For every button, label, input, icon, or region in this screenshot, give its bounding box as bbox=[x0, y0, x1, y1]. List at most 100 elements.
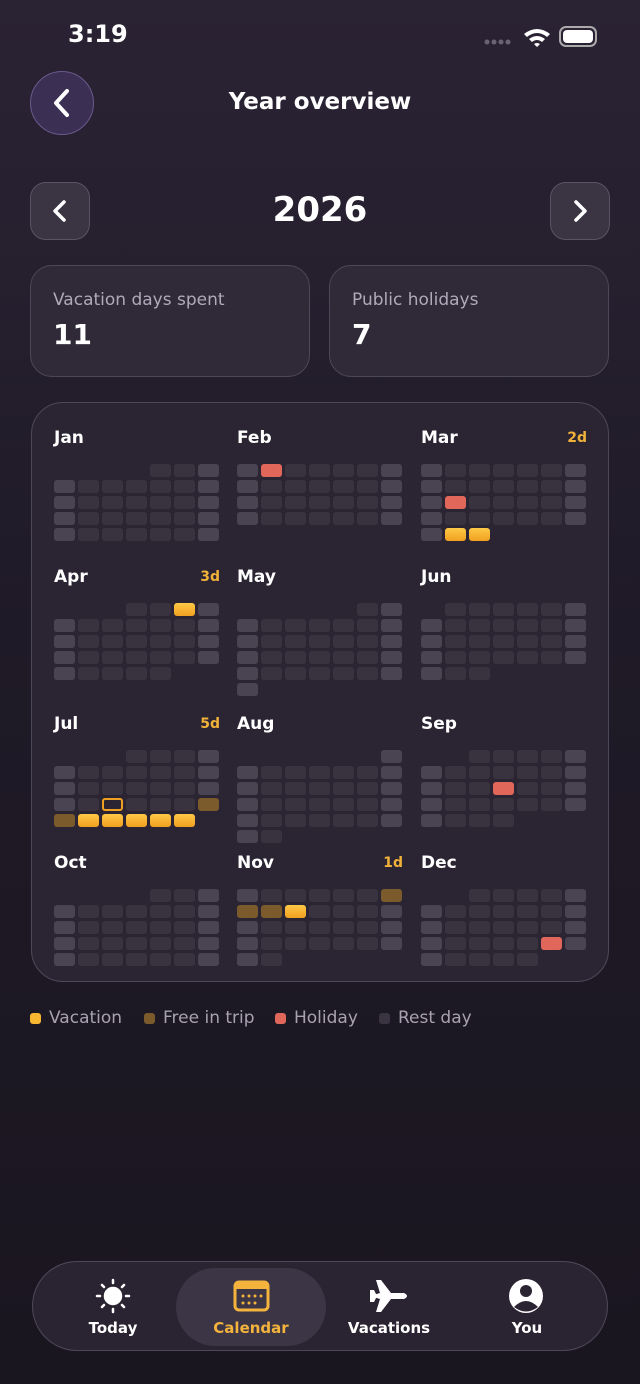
day-cell bbox=[381, 814, 402, 827]
day-cell bbox=[174, 766, 195, 779]
day-cell bbox=[102, 528, 123, 541]
day-cell bbox=[126, 814, 147, 827]
day-cell bbox=[150, 603, 171, 616]
day-cell bbox=[198, 921, 219, 934]
day-cell bbox=[333, 921, 354, 934]
day-cell bbox=[198, 528, 219, 541]
day-cell bbox=[357, 480, 378, 493]
day-cell bbox=[421, 480, 442, 493]
day-cell bbox=[126, 782, 147, 795]
day-cell bbox=[541, 782, 562, 795]
status-icons bbox=[484, 26, 597, 47]
day-cell bbox=[469, 496, 490, 509]
day-cell bbox=[54, 619, 75, 632]
day-cell bbox=[493, 889, 514, 902]
day-cell bbox=[517, 889, 538, 902]
day-cell bbox=[333, 619, 354, 632]
day-cell bbox=[126, 667, 147, 680]
day-cell bbox=[198, 889, 219, 902]
legend-item: Vacation bbox=[30, 1008, 122, 1028]
prev-year-button[interactable] bbox=[30, 182, 90, 240]
day-cell bbox=[150, 937, 171, 950]
day-cell bbox=[150, 619, 171, 632]
day-cell bbox=[565, 750, 586, 763]
day-cell bbox=[174, 528, 195, 541]
day-cell bbox=[174, 480, 195, 493]
day-cell bbox=[174, 905, 195, 918]
day-cell bbox=[469, 782, 490, 795]
day-cell bbox=[421, 512, 442, 525]
day-cell bbox=[54, 921, 75, 934]
day-cell bbox=[381, 782, 402, 795]
legend-item: Rest day bbox=[379, 1008, 472, 1028]
day-cell bbox=[381, 937, 402, 950]
day-cell bbox=[381, 464, 402, 477]
day-cell bbox=[54, 937, 75, 950]
tab-you[interactable]: You bbox=[452, 1268, 602, 1346]
day-cell bbox=[445, 528, 466, 541]
back-button[interactable] bbox=[30, 71, 94, 135]
stat-value: 7 bbox=[352, 318, 372, 351]
day-cell bbox=[309, 814, 330, 827]
day-cell bbox=[309, 512, 330, 525]
day-cell bbox=[517, 635, 538, 648]
day-cell bbox=[261, 480, 282, 493]
day-cell bbox=[102, 496, 123, 509]
day-cell bbox=[237, 496, 258, 509]
month-name: Feb bbox=[237, 428, 272, 448]
day-cell bbox=[54, 766, 75, 779]
month-badge: 1d bbox=[383, 855, 403, 871]
day-cell bbox=[357, 905, 378, 918]
day-cell bbox=[357, 651, 378, 664]
day-cell bbox=[174, 496, 195, 509]
day-cell bbox=[469, 464, 490, 477]
day-cell bbox=[469, 619, 490, 632]
day-cell bbox=[445, 619, 466, 632]
day-cell bbox=[102, 480, 123, 493]
day-cell bbox=[381, 667, 402, 680]
day-cell bbox=[469, 937, 490, 950]
day-cell bbox=[102, 798, 123, 811]
tab-label: Today bbox=[88, 1319, 138, 1337]
day-cell bbox=[333, 651, 354, 664]
day-cell bbox=[150, 750, 171, 763]
day-cell bbox=[493, 651, 514, 664]
day-cell bbox=[381, 889, 402, 902]
day-cell bbox=[285, 512, 306, 525]
day-cell bbox=[78, 496, 99, 509]
day-cell bbox=[541, 921, 562, 934]
day-cell bbox=[78, 953, 99, 966]
day-cell bbox=[421, 651, 442, 664]
day-cell bbox=[493, 496, 514, 509]
day-cell bbox=[102, 905, 123, 918]
day-cell bbox=[102, 937, 123, 950]
tab-calendar[interactable]: Calendar bbox=[176, 1268, 326, 1346]
next-year-button[interactable] bbox=[550, 182, 610, 240]
day-cell bbox=[517, 603, 538, 616]
day-cell bbox=[78, 480, 99, 493]
day-cell bbox=[565, 496, 586, 509]
month-badge: 5d bbox=[200, 716, 220, 732]
day-cell bbox=[469, 603, 490, 616]
day-cell bbox=[102, 921, 123, 934]
stat-card: Public holidays 7 bbox=[329, 265, 609, 377]
day-cell bbox=[126, 512, 147, 525]
day-cell bbox=[493, 480, 514, 493]
tab-today[interactable]: Today bbox=[38, 1268, 188, 1346]
day-cell bbox=[126, 496, 147, 509]
day-cell bbox=[78, 937, 99, 950]
tab-vacations[interactable]: Vacations bbox=[314, 1268, 464, 1346]
day-cell bbox=[261, 830, 282, 843]
day-cell bbox=[102, 619, 123, 632]
day-cell bbox=[381, 750, 402, 763]
day-cell bbox=[421, 635, 442, 648]
day-cell bbox=[198, 464, 219, 477]
day-cell bbox=[565, 798, 586, 811]
day-cell bbox=[421, 905, 442, 918]
day-cell bbox=[333, 766, 354, 779]
day-cell bbox=[237, 651, 258, 664]
day-cell bbox=[333, 496, 354, 509]
day-cell bbox=[285, 937, 306, 950]
day-cell bbox=[174, 635, 195, 648]
day-cell bbox=[445, 921, 466, 934]
